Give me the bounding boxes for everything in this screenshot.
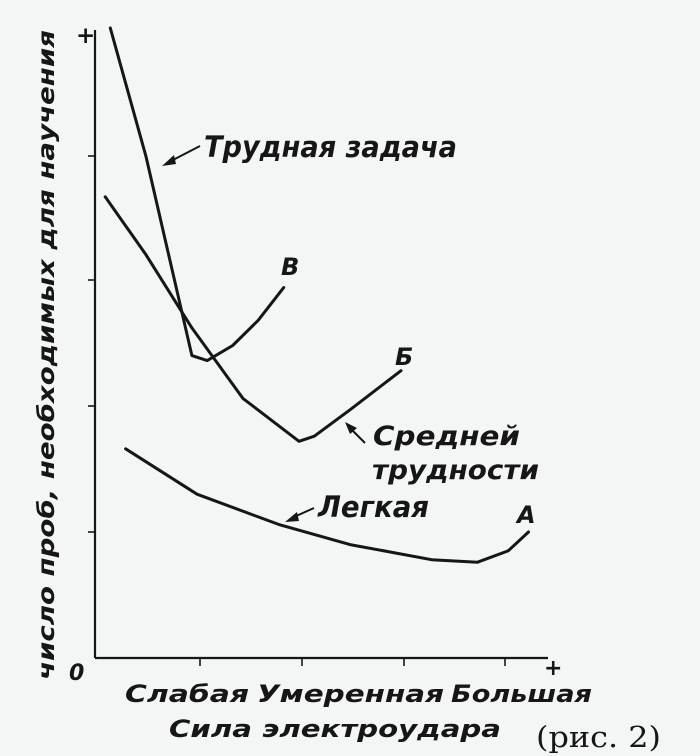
series-medium-callout-label-line-1: Средней (373, 421, 520, 452)
series-medium-callout-arrow (345, 422, 357, 434)
y-axis-label: число проб, необходимых для научения (34, 30, 60, 680)
series-easy-line (124, 447, 530, 564)
series-easy-end-label: А (515, 501, 536, 529)
x-axis-plus: + (544, 656, 562, 681)
series-hard-callout-label: Трудная задача (204, 130, 457, 164)
series-hard-line (108, 26, 286, 363)
figure-caption: (рис. 2) (536, 720, 661, 754)
series-easy-callout-arrow (285, 512, 299, 522)
y-axis-plus: + (76, 23, 95, 49)
series-medium-callout-label-line-2: трудности (372, 455, 539, 486)
x-category-label-2: Умеренная (257, 680, 444, 708)
series-hard-end-label: В (281, 253, 299, 281)
series-hard-callout-arrow (162, 155, 176, 166)
series-medium-line (103, 195, 403, 443)
series-hard-callout-line (170, 145, 201, 162)
series-easy-callout-label: Легкая (317, 490, 429, 524)
series-medium-end-label: Б (395, 343, 413, 371)
x-category-label-1: Слабая (125, 680, 249, 708)
x-category-label-3: Большая (451, 680, 592, 708)
x-axis-label: Сила электроудара (169, 715, 501, 743)
y-origin-label: 0 (69, 661, 84, 686)
